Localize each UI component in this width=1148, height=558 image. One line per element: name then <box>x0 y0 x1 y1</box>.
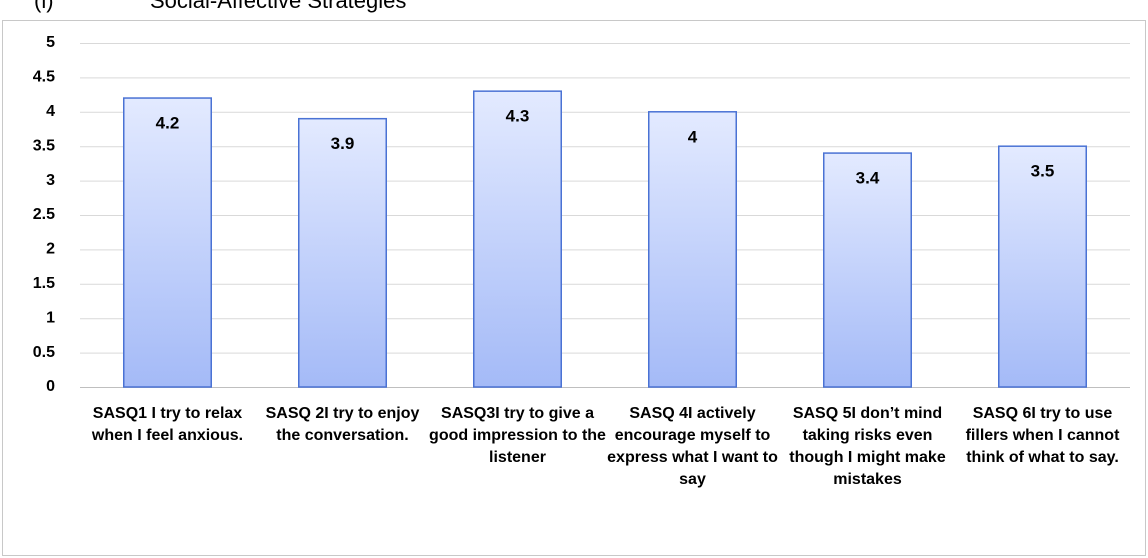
x-tick-label: SASQ 6I try to use fillers when I cannot… <box>965 405 1120 466</box>
bar <box>298 117 387 388</box>
bar <box>473 90 562 388</box>
x-tick-label: SASQ1 I try to relax when I feel anxious… <box>91 405 244 444</box>
data-label: 3.9 <box>331 134 355 153</box>
y-tick-label: 0 <box>46 378 55 395</box>
data-label: 3.4 <box>856 169 880 188</box>
y-tick-label: 4.5 <box>33 69 55 86</box>
y-tick-label: 2 <box>46 241 55 258</box>
y-tick-label: 0.5 <box>33 344 55 361</box>
x-tick-label: SASQ3I try to give a good impression to … <box>429 405 606 466</box>
y-tick-label: 4 <box>46 103 55 120</box>
y-tick-label: 1 <box>46 309 55 326</box>
bar <box>823 152 912 388</box>
x-tick-label: SASQ 4I actively encourage myself to exp… <box>607 405 778 488</box>
y-tick-label: 5 <box>46 34 55 51</box>
chart-title: Social-Affective Strategies <box>150 0 407 13</box>
section-label: (i) <box>34 0 54 13</box>
bar <box>648 111 737 388</box>
bar <box>998 145 1087 388</box>
y-tick-label: 3.5 <box>33 137 55 154</box>
data-label: 3.5 <box>1031 162 1055 181</box>
y-tick-label: 3 <box>46 172 55 189</box>
x-tick-label: SASQ 5I don’t mind taking risks even tho… <box>789 405 946 488</box>
data-label: 4 <box>688 127 698 146</box>
data-label: 4.2 <box>156 114 180 133</box>
y-tick-label: 2.5 <box>33 206 55 223</box>
chart-border <box>2 20 1146 556</box>
bar <box>123 97 212 388</box>
y-tick-label: 1.5 <box>33 275 55 292</box>
x-tick-label: SASQ 2I try to enjoy the conversation. <box>265 405 420 444</box>
data-label: 4.3 <box>506 107 530 126</box>
